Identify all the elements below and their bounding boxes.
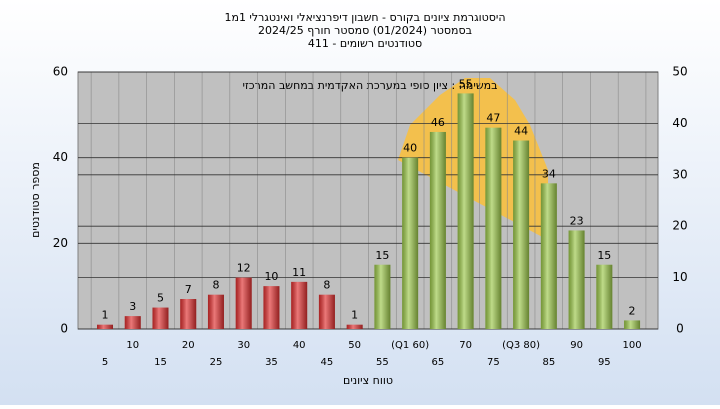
x-tick-label: (Q1 60)	[391, 340, 429, 351]
chart-subtitle: סטודנטים רשומים - 411	[308, 37, 422, 50]
y-tick-label: 40	[53, 150, 68, 164]
x-tick-label: 90	[570, 340, 583, 351]
value-label: 15	[375, 249, 389, 262]
bar-shade	[402, 157, 419, 329]
bar-shade	[568, 230, 585, 329]
bar-shade	[429, 131, 446, 329]
y2-tick-label: 10	[672, 270, 687, 284]
x-tick-label: 85	[542, 357, 555, 368]
x-tick-label: 10	[126, 340, 139, 351]
y2-tick-label: 30	[672, 167, 687, 181]
y-axis-label: מספר סטודנטים	[29, 162, 42, 238]
value-label: 1	[351, 309, 358, 322]
bar-shade	[624, 320, 641, 329]
value-label: 3	[129, 300, 136, 313]
value-label: 10	[264, 270, 278, 283]
value-label: 8	[212, 279, 219, 292]
chart-subtitle: בסמסטר (01/2024) סמסטר חורף 2024/25	[258, 24, 472, 37]
value-label: 5	[157, 292, 164, 305]
x-tick-label: 65	[432, 357, 445, 368]
bar-shade	[207, 294, 224, 329]
value-label: 15	[597, 249, 611, 262]
x-tick-label: (Q3 80)	[502, 340, 540, 351]
chart-title: היסטוגרמת ציונים בקורס - חשבון דיפרנציאל…	[224, 11, 505, 24]
bar-shade	[152, 307, 169, 329]
value-label: 11	[292, 266, 306, 279]
x-tick-label: 55	[376, 357, 389, 368]
bar-shade	[235, 277, 252, 329]
plot-area	[77, 71, 659, 330]
y2-tick-label: 0	[676, 322, 684, 336]
value-label: 1	[102, 309, 109, 322]
bar-shade	[374, 264, 391, 329]
x-tick-label: 40	[293, 340, 306, 351]
bar-shade	[318, 294, 335, 329]
y-tick-label: 60	[53, 65, 68, 79]
x-tick-label: 45	[321, 357, 334, 368]
y2-tick-label: 20	[672, 219, 687, 233]
bar-shade	[291, 281, 308, 329]
value-label: 47	[486, 112, 500, 125]
value-label: 8	[323, 279, 330, 292]
x-tick-label: 70	[459, 340, 472, 351]
value-label: 7	[185, 283, 192, 296]
y-tick-label: 20	[53, 236, 68, 250]
bar-shade	[180, 299, 197, 329]
y2-tick-label: 40	[672, 116, 687, 130]
x-tick-label: 75	[487, 357, 500, 368]
x-tick-label: 50	[348, 340, 361, 351]
value-label: 34	[542, 167, 556, 180]
bar-shade	[97, 324, 113, 329]
x-tick-label: 15	[154, 357, 167, 368]
y-tick-label: 0	[60, 322, 68, 336]
bar-shade	[540, 183, 557, 329]
x-tick-label: 30	[237, 340, 250, 351]
value-label: 55	[459, 77, 473, 90]
x-tick-label: 95	[598, 357, 611, 368]
value-label: 40	[403, 142, 417, 155]
bar-shade	[513, 140, 530, 329]
bar-shade	[124, 316, 141, 329]
x-tick-label: 20	[182, 340, 195, 351]
bar-shade	[485, 127, 502, 329]
x-tick-label: 35	[265, 357, 278, 368]
bar-shade	[346, 324, 363, 329]
value-label: 44	[514, 125, 528, 138]
x-tick-label: 100	[623, 340, 642, 351]
x-tick-label: 5	[102, 357, 108, 368]
bar-shade	[263, 286, 280, 329]
value-label: 23	[570, 214, 584, 227]
y2-tick-label: 50	[672, 65, 687, 79]
annotation: במשימה : ציון סופי במערכת האקדמית במחשב …	[243, 79, 498, 92]
x-tick-label: 25	[210, 357, 223, 368]
value-label: 12	[237, 262, 251, 275]
x-axis-label: טווח ציונים	[343, 374, 393, 387]
bar-shade	[457, 93, 474, 330]
value-label: 2	[629, 304, 636, 317]
value-label: 46	[431, 116, 445, 129]
bar-shade	[596, 264, 613, 329]
